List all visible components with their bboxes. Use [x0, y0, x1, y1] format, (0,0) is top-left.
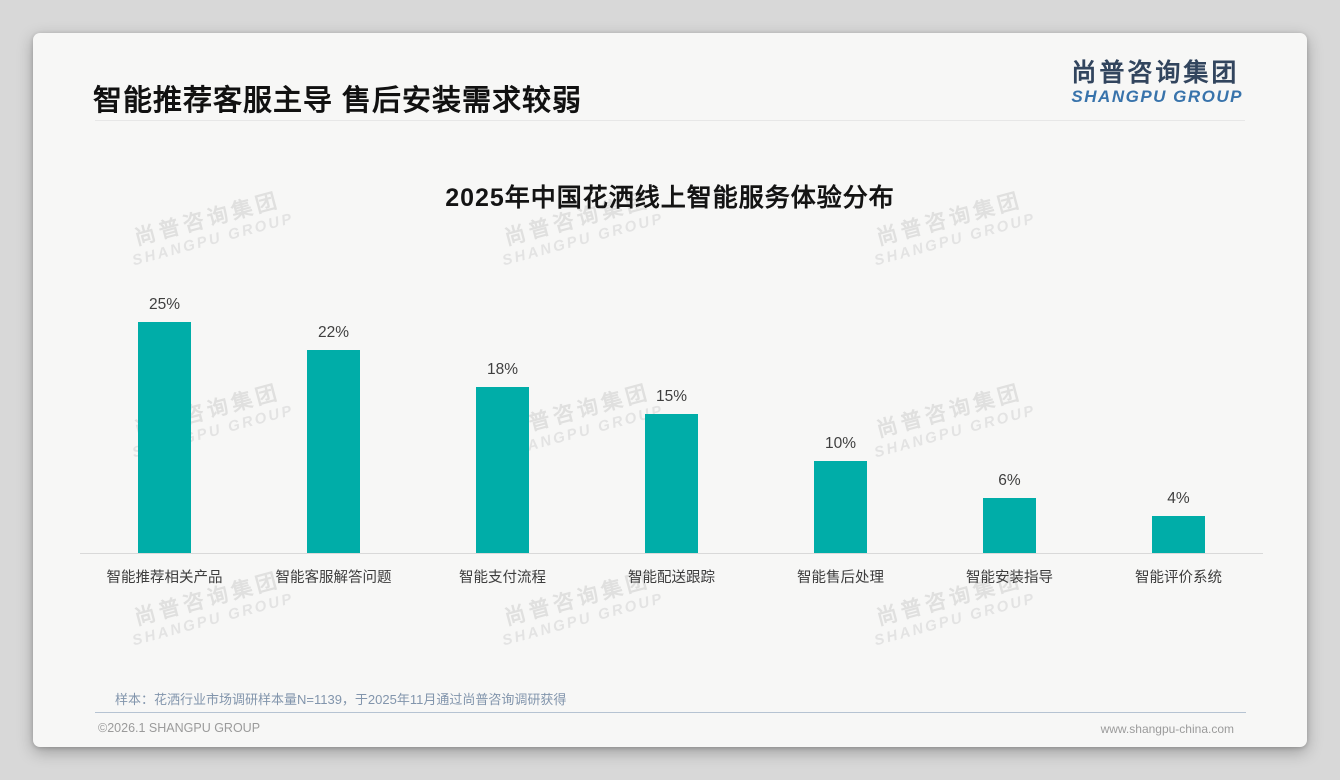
- bar-value-label: 18%: [486, 361, 519, 378]
- bar-value-label: 4%: [1167, 490, 1190, 507]
- bar-category-label: 智能推荐相关产品: [106, 570, 223, 586]
- bar: [1152, 516, 1205, 553]
- header-divider: [95, 120, 1245, 121]
- bar: [645, 414, 698, 553]
- bar-group: 18% 智能支付流程: [418, 33, 587, 586]
- bar-value-label: 6%: [998, 472, 1021, 489]
- bar-category-label: 智能评价系统: [1135, 570, 1222, 586]
- bar-group: 15% 智能配送跟踪: [587, 33, 756, 586]
- footer-website: www.shangpu-china.com: [1100, 722, 1234, 736]
- brand-logo: 尚普咨询集团 SHANGPU GROUP: [1071, 59, 1243, 106]
- bar-value-label: 22%: [317, 324, 350, 341]
- bar: [307, 350, 360, 553]
- slide-card: 智能推荐客服主导 售后安装需求较弱 尚普咨询集团 SHANGPU GROUP 尚…: [33, 33, 1307, 747]
- bar-category-label: 智能安装指导: [966, 570, 1053, 586]
- bar-chart-plot: 25% 智能推荐相关产品 22% 智能客服解答问题 18% 智能支付流程 15% 智能配送跟踪…: [80, 33, 1263, 586]
- bar-chart: 2025年中国花洒线上智能服务体验分布 25% 智能推荐相关产品 22% 智能客服解答…: [33, 33, 1307, 747]
- footer-copyright: ©2026.1 SHANGPU GROUP: [98, 721, 261, 735]
- bar-category-label: 智能支付流程: [459, 570, 546, 586]
- bar-group: 10% 智能售后处理: [756, 33, 925, 586]
- bar-group: 25% 智能推荐相关产品: [80, 33, 249, 586]
- bar: [814, 461, 867, 553]
- footer-divider: [95, 712, 1246, 713]
- page-title: 智能推荐客服主导 售后安装需求较弱: [93, 85, 583, 117]
- bar: [138, 322, 191, 553]
- bar-category-label: 智能客服解答问题: [275, 570, 392, 586]
- brand-logo-cn: 尚普咨询集团: [1071, 59, 1240, 87]
- bar-value-label: 15%: [655, 388, 688, 405]
- bar-value-label: 25%: [148, 296, 181, 313]
- bar-category-label: 智能配送跟踪: [628, 570, 715, 586]
- bar: [476, 387, 529, 553]
- brand-logo-en: SHANGPU GROUP: [1071, 87, 1243, 106]
- bar-group: 6% 智能安装指导: [925, 33, 1094, 586]
- x-axis-line: [80, 553, 1263, 554]
- footnote: 样本：花洒行业市场调研样本量N=1139，于2025年11月通过尚普咨询调研获得: [115, 692, 567, 707]
- bar-category-label: 智能售后处理: [797, 570, 884, 586]
- chart-title: 2025年中国花洒线上智能服务体验分布: [445, 184, 895, 212]
- bar-value-label: 10%: [824, 435, 857, 452]
- bar: [983, 498, 1036, 553]
- bar-group: 4% 智能评价系统: [1094, 33, 1263, 586]
- bar-group: 22% 智能客服解答问题: [249, 33, 418, 586]
